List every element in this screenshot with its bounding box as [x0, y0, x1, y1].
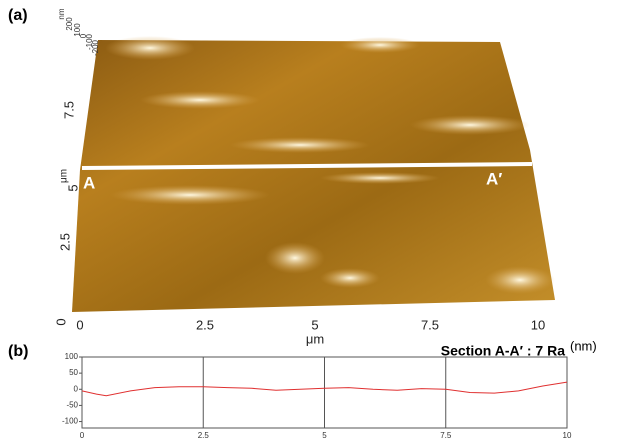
x-tick-label: 2.5 [198, 431, 210, 440]
y-tick-label: 5 [65, 184, 80, 191]
x-tick-label: 2.5 [196, 317, 214, 332]
y-tick-label: 7.5 [61, 101, 76, 119]
y-tick-label: 100 [65, 352, 79, 361]
x-tick-label: 0 [76, 317, 83, 332]
z-axis: nm 200 100 0 -100 -200 [57, 8, 100, 56]
x-tick-label: 10 [531, 317, 545, 332]
x-tick-label: 10 [563, 431, 572, 440]
y-tick-label: 0 [74, 384, 79, 393]
x-tick-label: 0 [80, 431, 85, 440]
marker: A [83, 173, 95, 192]
y-tick-label: -50 [66, 401, 78, 410]
y-tick-label: 0 [53, 318, 68, 325]
x-unit: μm [306, 331, 324, 346]
chart-title: Section A-A′ : 7 Ra [441, 343, 565, 359]
x-tick-label: 7.5 [440, 431, 452, 440]
afm-image: A A′ [72, 36, 555, 312]
x-tick-label: 5 [311, 317, 318, 332]
y-tick-label: 2.5 [57, 233, 72, 251]
y-tick-label: 50 [69, 368, 78, 377]
y-unit: (nm) [570, 338, 597, 353]
panel-label: (a) [8, 7, 28, 24]
y-tick-label: -100 [62, 417, 79, 426]
x-tick-label: 5 [322, 431, 327, 440]
z-tick-label: -200 [91, 39, 100, 56]
panel-label: (b) [8, 343, 28, 360]
x-tick-label: 7.5 [421, 317, 439, 332]
y-unit: μm [59, 169, 70, 183]
marker: A′ [486, 169, 502, 188]
figure: A A′ (a) nm 200 100 0 -100 -200 0 2.5 5 … [0, 0, 624, 440]
